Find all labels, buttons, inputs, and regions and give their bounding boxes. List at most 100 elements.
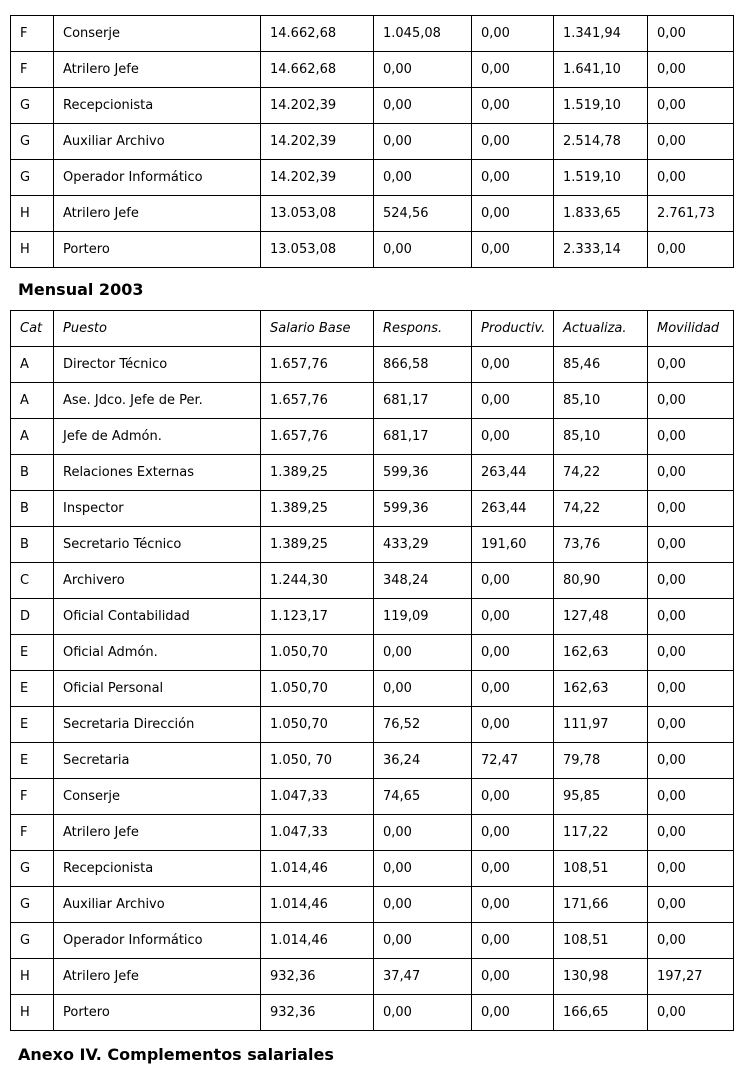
table-cell: 1.050,70	[260, 634, 374, 671]
table-cell: 866,58	[373, 346, 472, 383]
table-cell: 0,00	[471, 195, 554, 232]
table-cell: 681,17	[373, 382, 472, 419]
table-cell: 0,00	[647, 123, 734, 160]
table-cell: Recepcionista	[53, 87, 261, 124]
table-cell: 433,29	[373, 526, 472, 563]
table-cell: Conserje	[53, 778, 261, 815]
table-cell: Atrilero Jefe	[53, 814, 261, 851]
col-header-respons: Respons.	[373, 310, 472, 347]
table-cell: 0,00	[647, 634, 734, 671]
table-cell: 74,22	[553, 454, 648, 491]
table-cell: Recepcionista	[53, 850, 261, 887]
table-cell: 0,00	[471, 958, 554, 995]
table-cell: 162,63	[553, 634, 648, 671]
table-cell: 524,56	[373, 195, 472, 232]
table-cell: 0,00	[647, 87, 734, 124]
table-cell: 0,00	[647, 850, 734, 887]
col-header-salario-base: Salario Base	[260, 310, 374, 347]
table-cell: Atrilero Jefe	[53, 958, 261, 995]
table-cell: 932,36	[260, 994, 374, 1031]
table-cell: 1.657,76	[260, 346, 374, 383]
table-row: F Conserje 14.662,68 1.045,08 0,00 1.341,94 0,…	[10, 15, 734, 52]
table-cell: 117,22	[553, 814, 648, 851]
table-cell: G	[10, 850, 54, 887]
table-cell: 0,00	[471, 706, 554, 743]
table-cell: Director Técnico	[53, 346, 261, 383]
table-cell: 0,00	[373, 922, 472, 959]
table-cell: 162,63	[553, 670, 648, 707]
table-cell: 0,00	[647, 231, 734, 268]
table-cell: 0,00	[471, 51, 554, 88]
table-cell: 130,98	[553, 958, 648, 995]
table-cell: 0,00	[647, 814, 734, 851]
table-row: G Auxiliar Archivo 14.202,39 0,00 0,00 2.514,…	[10, 123, 734, 160]
table-cell: F	[10, 778, 54, 815]
table-row: G Operador Informático 1.014,46 0,00 0,00 108…	[10, 922, 734, 959]
table-cell: 0,00	[647, 346, 734, 383]
table-cell: 0,00	[647, 51, 734, 88]
table-cell: H	[10, 994, 54, 1031]
table-cell: 0,00	[471, 231, 554, 268]
table-cell: Atrilero Jefe	[53, 51, 261, 88]
table-row: A Director Técnico 1.657,76 866,58 0,00 85,46…	[10, 346, 734, 383]
table-cell: 0,00	[471, 87, 554, 124]
table-cell: 0,00	[471, 922, 554, 959]
table-cell: E	[10, 634, 54, 671]
table-cell: 0,00	[647, 159, 734, 196]
table-cell: 74,22	[553, 490, 648, 527]
annual-salary-table: F Conserje 14.662,68 1.045,08 0,00 1.341,94 0,…	[10, 15, 734, 268]
table-row: F Conserje 1.047,33 74,65 0,00 95,85 0,00	[10, 778, 734, 815]
table-cell: 0,00	[373, 814, 472, 851]
table-cell: E	[10, 742, 54, 779]
mensual-salary-table: Cat Puesto Salario Base Respons. Product…	[10, 310, 734, 1031]
table-row: G Recepcionista 1.014,46 0,00 0,00 108,51 0,00	[10, 850, 734, 887]
table-cell: A	[10, 418, 54, 455]
table-cell: F	[10, 51, 54, 88]
table-cell: 13.053,08	[260, 231, 374, 268]
table-cell: E	[10, 670, 54, 707]
table-cell: 2.761,73	[647, 195, 734, 232]
table-cell: Auxiliar Archivo	[53, 886, 261, 923]
table-cell: 0,00	[647, 742, 734, 779]
table-cell: B	[10, 454, 54, 491]
table-cell: 932,36	[260, 958, 374, 995]
table-cell: H	[10, 195, 54, 232]
col-header-cat: Cat	[10, 310, 54, 347]
table-row: H Atrilero Jefe 932,36 37,47 0,00 130,98 197,2…	[10, 958, 734, 995]
table-cell: 14.662,68	[260, 15, 374, 52]
table-cell: 0,00	[471, 778, 554, 815]
table-cell: 0,00	[647, 382, 734, 419]
table-cell: 0,00	[647, 886, 734, 923]
table-cell: 111,97	[553, 706, 648, 743]
table-cell: 0,00	[471, 382, 554, 419]
table-cell: 0,00	[471, 994, 554, 1031]
col-header-puesto: Puesto	[53, 310, 261, 347]
table-cell: 0,00	[471, 634, 554, 671]
table-cell: 80,90	[553, 562, 648, 599]
table-cell: 0,00	[373, 634, 472, 671]
table-row: A Jefe de Admón. 1.657,76 681,17 0,00 85,10 0,…	[10, 418, 734, 455]
table-cell: 73,76	[553, 526, 648, 563]
table-cell: 0,00	[471, 670, 554, 707]
table-cell: G	[10, 123, 54, 160]
table-cell: 263,44	[471, 490, 554, 527]
table-cell: 14.202,39	[260, 87, 374, 124]
table-cell: 166,65	[553, 994, 648, 1031]
table-cell: 0,00	[373, 850, 472, 887]
table-row: C Archivero 1.244,30 348,24 0,00 80,90 0,00	[10, 562, 734, 599]
table-cell: H	[10, 231, 54, 268]
table-cell: 0,00	[647, 778, 734, 815]
col-header-actualiza: Actualiza.	[553, 310, 648, 347]
table-cell: 85,10	[553, 418, 648, 455]
table-cell: F	[10, 814, 54, 851]
table-cell: Conserje	[53, 15, 261, 52]
table-cell: 0,00	[647, 922, 734, 959]
table-cell: 599,36	[373, 454, 472, 491]
table-row: H Portero 13.053,08 0,00 0,00 2.333,14 0,00	[10, 231, 734, 268]
table-row: E Oficial Admón. 1.050,70 0,00 0,00 162,63 0,0…	[10, 634, 734, 671]
table-cell: 0,00	[471, 123, 554, 160]
table-cell: 2.514,78	[553, 123, 648, 160]
table-cell: 0,00	[471, 562, 554, 599]
table-cell: 0,00	[373, 994, 472, 1031]
table-cell: G	[10, 886, 54, 923]
